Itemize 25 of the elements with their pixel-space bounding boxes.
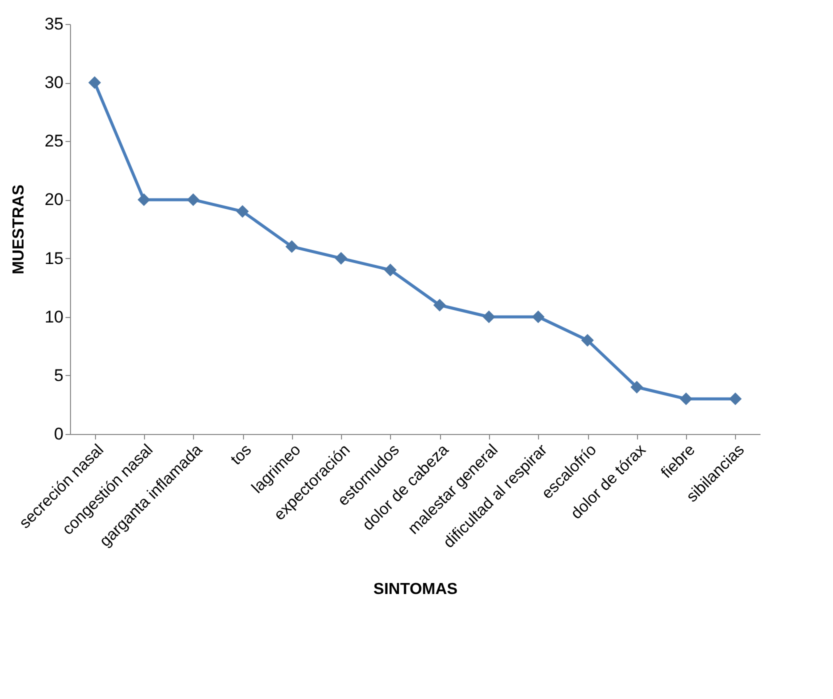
point <box>285 240 298 253</box>
point <box>88 76 101 89</box>
point <box>630 380 644 394</box>
y-tick-label: 0 <box>54 424 64 444</box>
y-tick-label: 10 <box>44 307 64 326</box>
y-tick-label: 35 <box>44 14 64 34</box>
point <box>581 334 594 347</box>
point <box>334 252 348 265</box>
point <box>680 392 692 406</box>
x-tick-label: tos <box>228 442 256 469</box>
y-axis-title: MUESTRAS <box>10 184 28 274</box>
y-tick-label: 5 <box>54 366 64 385</box>
point <box>532 310 545 324</box>
point <box>729 392 742 406</box>
y-tick-label: 20 <box>44 190 64 210</box>
point <box>482 310 496 324</box>
point <box>433 298 446 312</box>
point <box>384 264 397 276</box>
point <box>138 193 150 206</box>
point <box>236 205 249 218</box>
x-axis-title: SINTOMAS <box>373 580 458 598</box>
y-tick-label: 25 <box>44 132 64 151</box>
point <box>186 193 200 206</box>
y-tick-label: 15 <box>44 248 64 268</box>
y-tick-label: 30 <box>44 73 64 92</box>
